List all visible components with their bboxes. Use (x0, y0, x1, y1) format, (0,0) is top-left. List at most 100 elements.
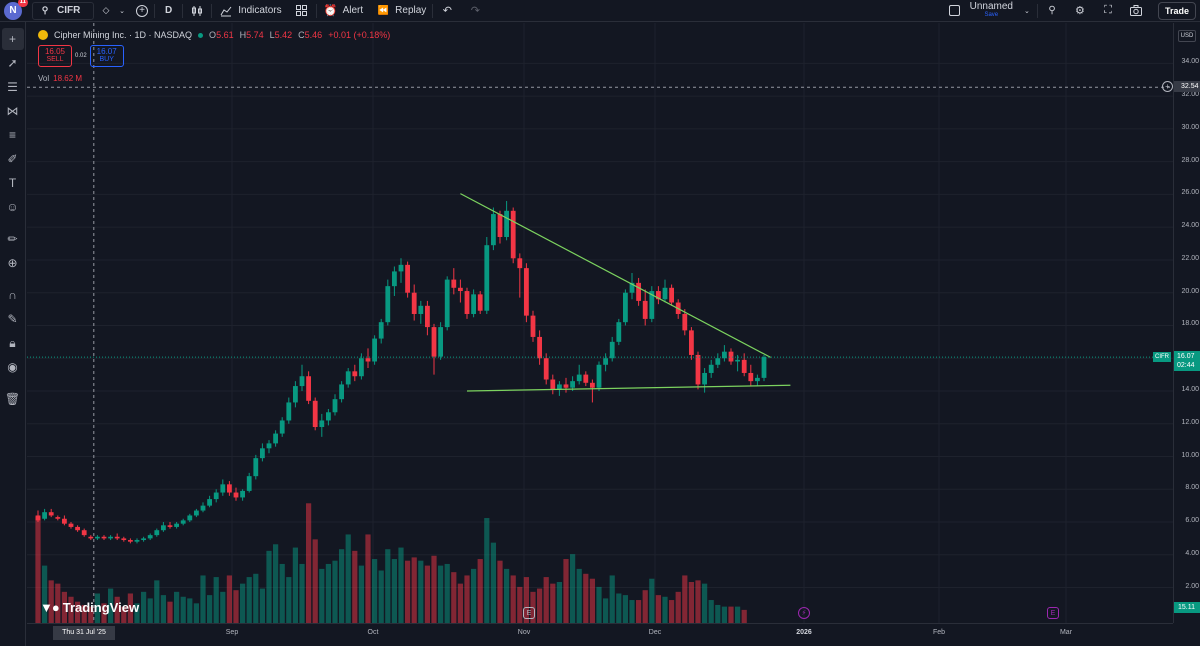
future-earnings-icon[interactable]: E (1047, 607, 1059, 619)
lock-drawings-tool[interactable]: 🔒︎ (2, 332, 24, 354)
currency-button[interactable]: USD (1178, 30, 1196, 42)
ohlc-open: O5.61 (209, 30, 234, 40)
magnet-tool[interactable]: ∩ (2, 284, 24, 306)
quick-search-button[interactable]: ⚲ (1038, 0, 1066, 22)
trade-label: Trade (1164, 5, 1189, 16)
fib-tool[interactable]: ≡ (2, 124, 24, 146)
volume-bar (75, 601, 81, 623)
volume-bar (398, 547, 404, 623)
add-alert-plus-icon[interactable]: + (1162, 81, 1173, 92)
ruler-icon: ✏ (7, 232, 18, 246)
trade-button[interactable]: Trade (1157, 1, 1196, 20)
candle-body (240, 490, 245, 498)
pitchfork-tool[interactable]: ⋈ (2, 100, 24, 122)
candle-body (504, 210, 509, 238)
series-title[interactable]: Cipher Mining Inc. · 1D · NASDAQ (54, 30, 193, 40)
measure-tool[interactable]: ✏ (2, 228, 24, 250)
dividend-flash-icon[interactable]: ⚡︎ (798, 607, 810, 619)
sell-label: SELL (46, 56, 64, 63)
layout-name-button[interactable]: Unnamed Save ⌄ (943, 0, 1037, 22)
magnifier-icon: ⚲ (1048, 5, 1056, 16)
trendline-tool[interactable]: ➚ (2, 52, 24, 74)
candle-body (510, 210, 516, 259)
candle-body (299, 376, 305, 387)
candle-body (246, 476, 252, 491)
candle-body (517, 258, 523, 269)
candle-body (35, 515, 41, 521)
candle-body (537, 336, 542, 359)
emoji-tool[interactable]: ☺ (2, 196, 24, 218)
candle-body (128, 540, 133, 542)
earnings-event-icon[interactable]: E (523, 607, 535, 619)
volume-bar (88, 606, 94, 623)
tradingview-logo-icon: ▼● (40, 600, 60, 615)
redo-button[interactable]: ↷ (461, 0, 489, 22)
brush-tool[interactable]: ✐ (2, 148, 24, 170)
ohlc-open-value: 5.61 (216, 30, 234, 40)
price-tick: 32.00 (1181, 91, 1199, 99)
stay-drawing-tool[interactable]: ✎ (2, 308, 24, 330)
user-avatar[interactable]: N 11 (4, 0, 28, 20)
candle-body (484, 245, 490, 311)
sell-button[interactable]: 16.05 SELL (38, 45, 72, 67)
volume-bar (352, 550, 358, 623)
snapshot-button[interactable] (1122, 0, 1150, 22)
symbol-type-button[interactable]: ◇ ⌄ (94, 0, 130, 22)
gear-icon: ⚙ (1075, 5, 1085, 17)
settings-button[interactable]: ⚙ (1066, 0, 1094, 22)
remove-drawings-tool[interactable]: 🗑︎ (2, 388, 24, 410)
candle-body (42, 512, 47, 519)
chart-pane[interactable] (27, 23, 1173, 623)
candlestick-chart[interactable] (27, 23, 1173, 623)
buy-button[interactable]: 16.07 BUY (89, 45, 124, 67)
time-tick: Mar (1059, 629, 1073, 636)
sell-price: 16.05 (44, 47, 66, 56)
replay-button[interactable]: ⏪ Replay (369, 0, 432, 22)
volume-bar (42, 565, 48, 623)
symbol-search-input[interactable]: ⚲ CIFR (32, 1, 94, 20)
zoom-tool[interactable]: ⊕ (2, 252, 24, 274)
time-axis[interactable]: Thu 31 Jul '25 Sep Oct Nov Dec 2026 Feb Mar (27, 623, 1173, 646)
candle-body (735, 359, 740, 362)
candle-body (279, 420, 285, 434)
square-icon (948, 5, 960, 16)
volume-bar (345, 534, 351, 623)
volume-bar (411, 557, 417, 623)
indicators-button[interactable]: Indicators (212, 0, 287, 22)
text-tool[interactable]: T (2, 172, 24, 194)
trash-icon: 🗑︎ (4, 392, 21, 406)
volume-bar (563, 559, 569, 623)
volume-bar (543, 577, 549, 623)
crosshair-tool[interactable]: + (1, 28, 24, 50)
volume-bar (174, 591, 180, 623)
volume-bar (61, 591, 67, 623)
candle-body (286, 402, 292, 421)
interval-button[interactable]: D (155, 0, 182, 22)
candle-body (180, 520, 186, 524)
candle-body (372, 338, 377, 362)
hide-drawings-tool[interactable]: ◉ (2, 356, 24, 378)
horizontal-lines-tool[interactable]: ☰ (2, 76, 24, 98)
volume-bar (213, 577, 219, 623)
search-icon: ⚲ (41, 5, 49, 15)
fullscreen-button[interactable]: ⛶ (1094, 0, 1122, 22)
candle-body (187, 515, 193, 521)
alert-button[interactable]: ⏰ Alert (317, 0, 370, 22)
volume-legend[interactable]: Vol 18.62 M (38, 74, 82, 83)
compare-symbol-button[interactable]: + (130, 0, 154, 22)
undo-button[interactable]: ↶ (433, 0, 461, 22)
price-tick: 20.00 (1181, 287, 1199, 295)
candle-body (728, 351, 734, 362)
price-tick: 22.00 (1181, 254, 1199, 262)
price-axis[interactable]: 34.00 32.00 30.00 28.00 26.00 24.00 22.00 20.00… (1173, 23, 1200, 623)
volume-bar (616, 593, 622, 623)
layouts-button[interactable] (288, 0, 316, 22)
volume-bar (741, 609, 747, 623)
volume-bar (523, 577, 529, 623)
lock-icon: 🔒︎ (9, 335, 16, 350)
volume-bar (451, 572, 457, 623)
chart-type-button[interactable] (183, 0, 211, 22)
volume-bar (391, 559, 397, 623)
volume-bar (471, 568, 477, 623)
volume-bar (299, 563, 305, 623)
